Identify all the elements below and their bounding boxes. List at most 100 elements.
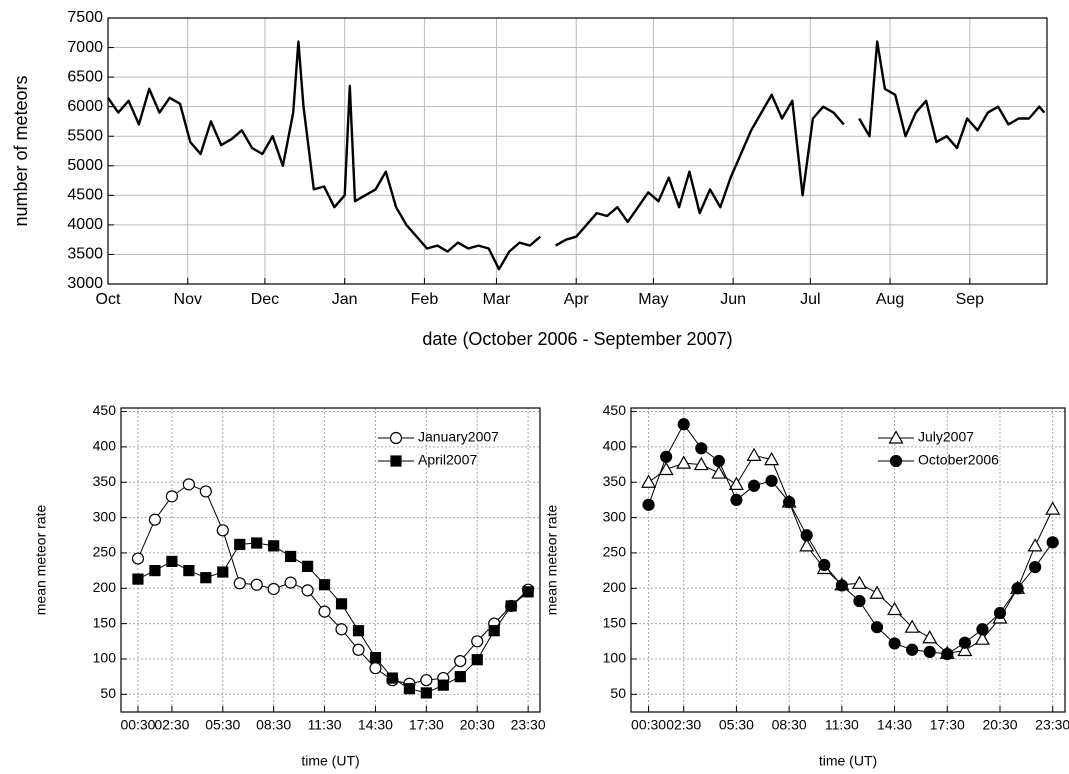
marker	[199, 485, 212, 498]
y-tick-label: 400	[93, 438, 117, 454]
x-tick-label: 00:30	[631, 717, 666, 733]
legend-marker	[389, 431, 403, 445]
x-tick-label: Jan	[332, 291, 358, 308]
x-tick-label: 00:30	[120, 717, 155, 733]
marker	[267, 582, 280, 596]
marker	[183, 565, 195, 577]
plot-frame	[120, 407, 541, 713]
marker	[200, 572, 212, 584]
marker	[522, 586, 534, 598]
marker	[887, 601, 903, 616]
marker	[818, 558, 831, 572]
marker	[958, 636, 971, 649]
marker	[676, 455, 692, 469]
marker	[746, 447, 762, 461]
x-tick-label: 17:30	[930, 717, 965, 733]
marker	[941, 647, 954, 661]
y-tick-label: 150	[603, 614, 627, 630]
marker	[233, 577, 246, 590]
marker	[747, 479, 761, 492]
marker	[764, 451, 780, 466]
y-tick-label: 4000	[67, 216, 103, 233]
marker	[250, 578, 263, 591]
y-tick-label: 7500	[67, 9, 103, 26]
y-tick-label: 7000	[67, 39, 103, 56]
marker	[216, 524, 229, 537]
y-tick-label: 100	[603, 650, 627, 666]
x-tick-label: 20:30	[460, 717, 495, 733]
marker	[1029, 560, 1042, 574]
marker	[234, 538, 246, 551]
marker	[217, 566, 229, 578]
marker	[454, 671, 466, 683]
marker	[268, 540, 280, 552]
marker	[695, 442, 708, 455]
y-tick-label: 250	[603, 544, 627, 560]
plot-0: 3000 3500 4000 4500 5000 5500 6000 6500 7000 7500…	[11, 9, 1048, 349]
marker	[335, 623, 348, 636]
legend-label: January2007	[418, 429, 499, 445]
x-tick-label: May	[638, 291, 668, 308]
marker	[993, 606, 1007, 620]
marker	[369, 651, 382, 664]
marker	[904, 619, 920, 633]
marker	[403, 683, 415, 695]
marker	[369, 662, 382, 675]
x-tick-label: Feb	[411, 291, 439, 308]
x-tick-label: 14:30	[877, 717, 912, 733]
y-tick-label: 50	[610, 685, 626, 701]
y-tick-label: 6000	[67, 98, 103, 115]
y-tick-label: 150	[93, 614, 117, 630]
marker	[799, 538, 815, 552]
marker	[835, 579, 848, 592]
x-tick-label: 02:30	[666, 717, 701, 733]
x-tick-label: Aug	[876, 291, 904, 308]
marker	[131, 552, 145, 565]
marker	[251, 537, 263, 549]
plot-frame	[107, 17, 1048, 285]
x-tick-label: 14:30	[358, 717, 393, 733]
marker	[730, 493, 743, 507]
marker	[454, 654, 467, 668]
x-tick-label: 20:30	[982, 717, 1017, 733]
y-axis-label: number of meteors	[11, 75, 31, 226]
x-axis-label: date (October 2006 - September 2007)	[422, 329, 732, 349]
y-tick-label: 450	[603, 402, 627, 418]
x-tick-label: Mar	[483, 291, 511, 308]
x-tick-label: 08:30	[772, 717, 807, 733]
marker	[728, 476, 744, 490]
marker	[301, 560, 314, 572]
marker	[148, 513, 162, 526]
marker	[660, 450, 673, 463]
y-tick-label: 450	[93, 402, 117, 418]
marker	[765, 474, 778, 487]
marker	[420, 687, 432, 699]
marker	[318, 605, 331, 618]
marker	[166, 555, 178, 568]
marker	[318, 579, 331, 591]
y-tick-label: 300	[93, 508, 117, 524]
y-tick-label: 3500	[67, 246, 103, 263]
x-tick-label: 05:30	[205, 717, 240, 733]
x-tick-label: Oct	[96, 291, 121, 308]
x-tick-label: Jul	[800, 291, 820, 308]
legend-marker	[889, 454, 903, 468]
marker	[851, 575, 867, 589]
x-tick-label: 11:30	[308, 717, 342, 733]
marker	[352, 643, 365, 656]
x-tick-label: 23:30	[511, 717, 546, 733]
marker	[888, 637, 901, 650]
marker	[285, 550, 297, 563]
marker	[783, 495, 796, 509]
x-axis-label: time (UT)	[301, 753, 359, 769]
data-line	[137, 483, 529, 685]
marker	[335, 598, 348, 610]
x-tick-label: 05:30	[719, 717, 754, 733]
y-tick-label: 350	[93, 473, 117, 489]
y-tick-label: 200	[603, 579, 627, 595]
marker	[1027, 538, 1043, 552]
marker	[658, 461, 674, 476]
legend-label: July2007	[918, 429, 974, 445]
marker	[976, 623, 989, 636]
legend-label: October2006	[918, 452, 999, 468]
